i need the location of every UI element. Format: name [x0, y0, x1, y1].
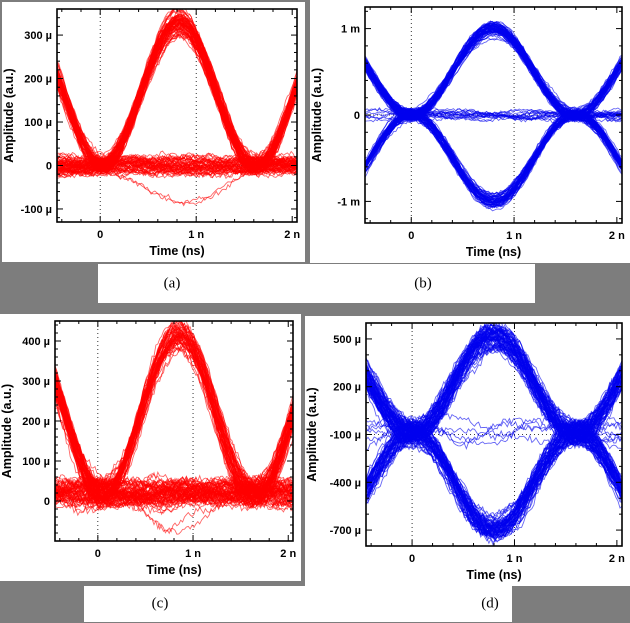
svg-text:Amplitude (a.u.): Amplitude (a.u.) [2, 68, 16, 162]
plot-border [364, 6, 623, 224]
svg-text:0: 0 [408, 230, 414, 242]
svg-text:2 n: 2 n [284, 229, 300, 241]
svg-text:300 µ: 300 µ [22, 376, 50, 388]
svg-text:Time (ns): Time (ns) [149, 244, 204, 258]
svg-text:Amplitude (a.u.): Amplitude (a.u.) [0, 384, 14, 478]
svg-text:1 m: 1 m [341, 24, 360, 36]
svg-text:Time (ns): Time (ns) [466, 568, 521, 582]
svg-text:200 µ: 200 µ [333, 382, 361, 394]
caption-strip-bottom: (c) (d) [84, 586, 512, 622]
gridlines [57, 9, 297, 222]
svg-text:-100 µ: -100 µ [21, 204, 52, 216]
eye-diagram-plot-a: 0 1 n 2 n -100 µ 0 100 µ 200 µ 300 µ Time (ns) Am… [2, 8, 300, 258]
svg-text:Amplitude (a.u.): Amplitude (a.u.) [310, 68, 324, 162]
svg-text:2 n: 2 n [609, 553, 625, 565]
eye-diagram-plot-c: 0 1 n 2 n 0 100 µ 200 µ 300 µ 400 µ Time (ns) Amp… [0, 320, 296, 577]
svg-text:Amplitude (a.u.): Amplitude (a.u.) [305, 387, 319, 481]
svg-text:100 µ: 100 µ [24, 117, 52, 129]
svg-text:200 µ: 200 µ [22, 416, 50, 428]
trace-group [55, 321, 293, 535]
svg-text:100 µ: 100 µ [22, 456, 50, 468]
svg-text:500 µ: 500 µ [333, 334, 361, 346]
eye-diagram-plot-d: 0 1 n 2 n -700 µ -400 µ -100 µ 200 µ 500 µ Time … [305, 322, 625, 582]
svg-text:1 n: 1 n [506, 230, 522, 242]
plot-border [365, 322, 623, 547]
gridlines [366, 323, 622, 546]
svg-text:-400 µ: -400 µ [330, 477, 361, 489]
caption-a: (a) [163, 275, 181, 291]
svg-text:0: 0 [409, 553, 415, 565]
caption-c: (c) [151, 595, 169, 612]
eye-diagram-plot-b: 0 1 n 2 n -1 m 0 1 m Time (ns) Amplitude (a.u.) [310, 6, 625, 259]
trace-group [366, 323, 622, 546]
caption-strip-top: (a) (b) [98, 264, 535, 303]
svg-text:-1 m: -1 m [337, 196, 360, 208]
svg-text:Time (ns): Time (ns) [146, 563, 201, 577]
svg-text:400 µ: 400 µ [22, 336, 50, 348]
caption-b: (b) [414, 275, 432, 291]
svg-text:300 µ: 300 µ [24, 30, 52, 42]
svg-text:-100 µ: -100 µ [330, 430, 361, 442]
eye-diagram-panel-a: 0 1 n 2 n -100 µ 0 100 µ 200 µ 300 µ Time (ns) Am… [2, 2, 305, 262]
trace-group [365, 20, 622, 212]
plot-border [54, 320, 294, 542]
svg-text:1 n: 1 n [507, 553, 523, 565]
svg-text:200 µ: 200 µ [24, 74, 52, 86]
eye-diagram-panel-b: 0 1 n 2 n -1 m 0 1 m Time (ns) Amplitude (a.u.) [310, 0, 630, 263]
svg-text:0: 0 [97, 229, 103, 241]
trace-group [57, 9, 297, 207]
svg-text:Time (ns): Time (ns) [466, 245, 521, 259]
svg-text:1 n: 1 n [185, 548, 201, 560]
svg-text:2 n: 2 n [609, 230, 625, 242]
svg-text:0: 0 [44, 496, 50, 508]
svg-text:2 n: 2 n [280, 548, 296, 560]
ticks [57, 8, 297, 222]
plot-border [56, 8, 298, 223]
caption-d: (d) [481, 595, 499, 612]
svg-text:-700 µ: -700 µ [330, 525, 361, 537]
svg-text:0: 0 [354, 110, 360, 122]
eye-diagram-panel-c: 0 1 n 2 n 0 100 µ 200 µ 300 µ 400 µ Time (ns) Amp… [0, 314, 301, 581]
svg-text:0: 0 [46, 160, 52, 172]
svg-text:1 n: 1 n [188, 229, 204, 241]
eye-diagram-panel-d: 0 1 n 2 n -700 µ -400 µ -100 µ 200 µ 500 µ Time … [305, 316, 630, 586]
svg-text:0: 0 [95, 548, 101, 560]
